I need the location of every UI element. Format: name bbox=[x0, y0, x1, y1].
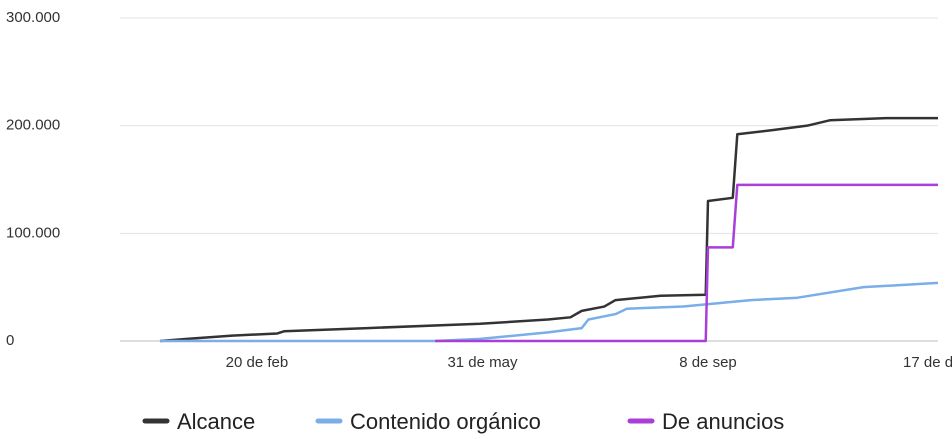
series-line bbox=[435, 183, 938, 343]
x-tick-label: 31 de may bbox=[447, 354, 518, 371]
x-tick-label: 20 de feb bbox=[226, 354, 289, 371]
legend-label: Contenido orgánico bbox=[350, 409, 541, 434]
y-tick-label: 100.000 bbox=[6, 224, 60, 241]
series-line bbox=[159, 116, 938, 343]
y-tick-label: 300.000 bbox=[6, 9, 60, 26]
y-tick-label: 200.000 bbox=[6, 117, 60, 134]
x-tick-label: 17 de dic bbox=[903, 354, 952, 371]
x-tick-label: 8 de sep bbox=[679, 354, 737, 371]
legend-label: Alcance bbox=[177, 409, 255, 434]
legend-label: De anuncios bbox=[662, 409, 784, 434]
y-tick-label: 0 bbox=[6, 332, 14, 349]
series-line bbox=[160, 281, 939, 343]
